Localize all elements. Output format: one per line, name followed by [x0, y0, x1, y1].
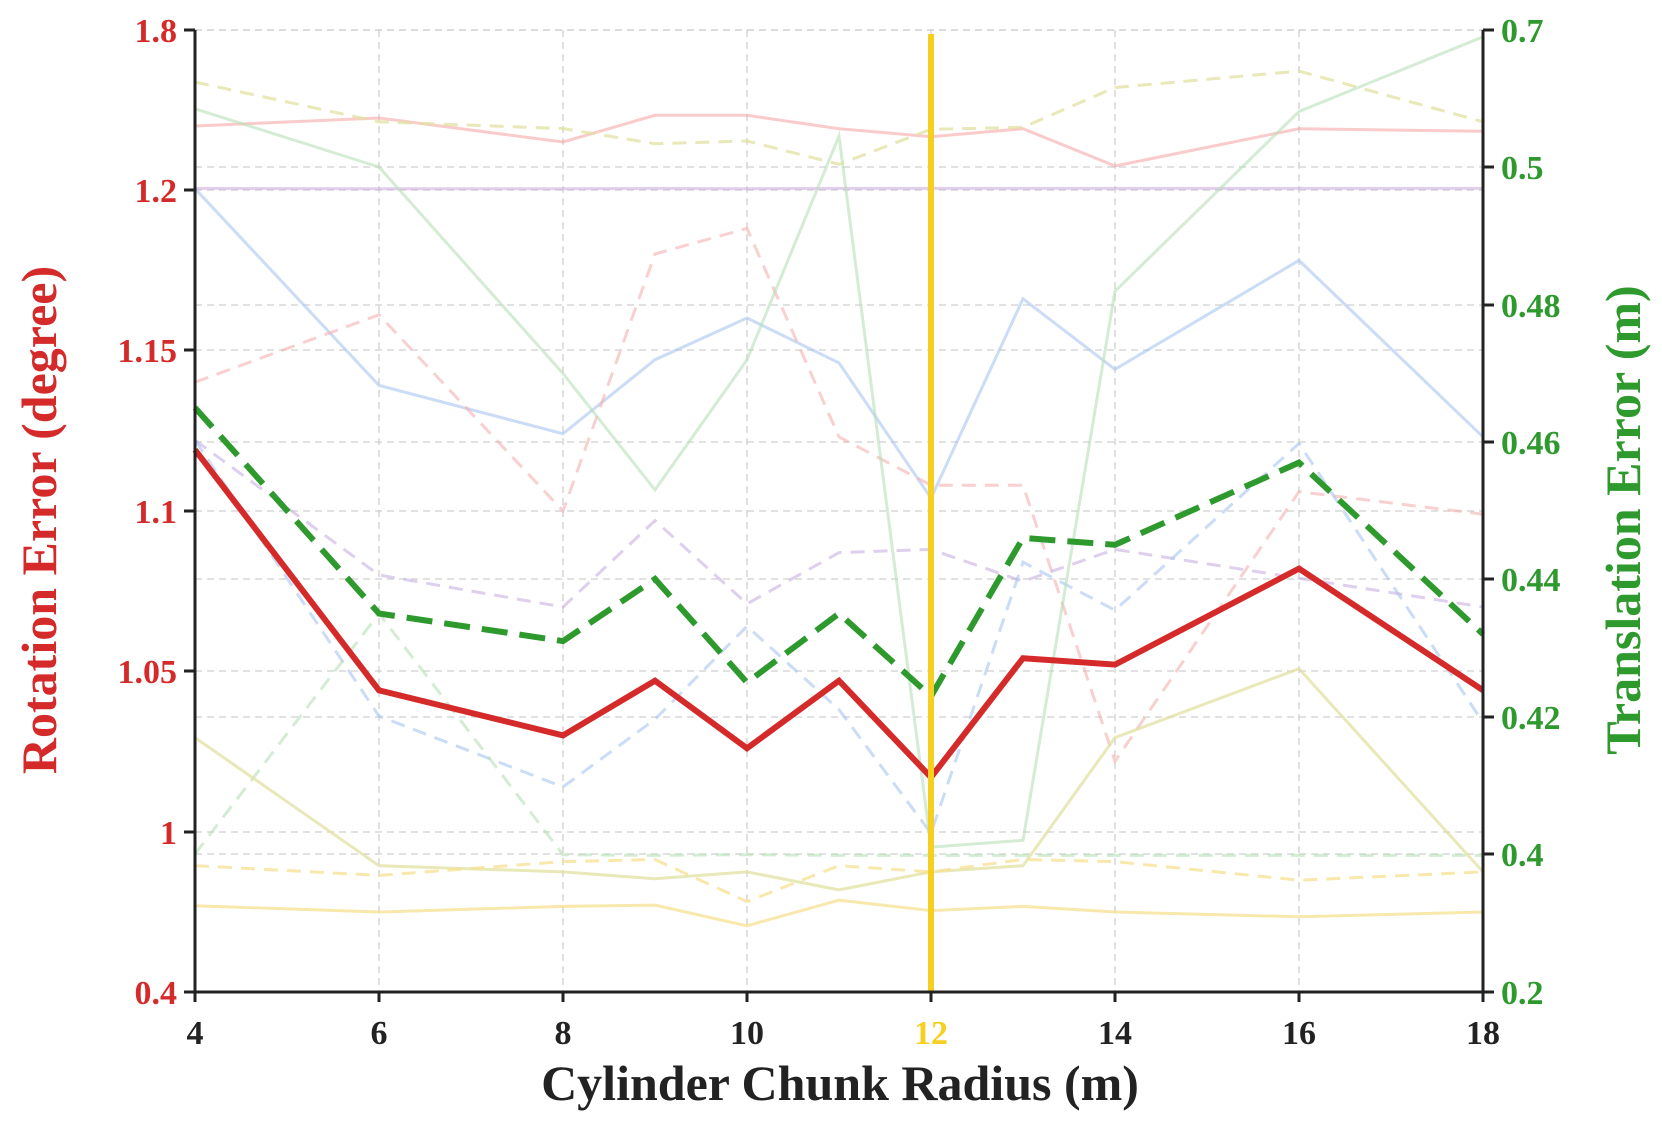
right-tick-label: 0.7 [1501, 13, 1544, 50]
x-tick-label: 12 [914, 1015, 948, 1052]
series-line-5 [194, 226, 1484, 765]
series-line-0 [192, 447, 1485, 782]
right-tick-label: 0.48 [1501, 288, 1561, 325]
x-tick-label: 4 [187, 1015, 204, 1052]
x-tick-label: 18 [1466, 1015, 1500, 1052]
left-tick-label: 1.1 [135, 494, 178, 531]
right-tick-label: 0.44 [1501, 562, 1561, 599]
right-tick-label: 0.4 [1501, 837, 1544, 874]
right-axis-title: Translation Error (m) [1595, 285, 1651, 754]
x-tick-label: 10 [730, 1015, 764, 1052]
grid [194, 29, 1484, 993]
tick-labels: 4 6 8 10 12 14 16 18 0.4 1 1.05 1.1 1.15 1.2 1.8 0.2 0.4… [118, 13, 1561, 1052]
left-axis-title: Rotation Error (degree) [11, 266, 67, 774]
series-line-10 [194, 69, 1484, 166]
right-tick-label: 0.2 [1501, 975, 1544, 1012]
left-tick-label: 1.05 [118, 654, 178, 691]
right-tick-label: 0.5 [1501, 150, 1544, 187]
x-tick-label: 8 [555, 1015, 572, 1052]
series-line-13 [194, 898, 1484, 928]
series-line-1 [192, 405, 1486, 702]
series-line-9 [193, 611, 1483, 857]
x-tick-label: 16 [1282, 1015, 1316, 1052]
series-line-12 [194, 857, 1484, 904]
series-line-6 [194, 438, 1484, 609]
series-line-7 [193, 439, 1485, 837]
left-tick-label: 1.2 [135, 173, 178, 210]
right-tick-label: 0.42 [1501, 700, 1561, 737]
left-tick-label: 1 [160, 815, 177, 852]
series-line-11 [194, 666, 1485, 892]
left-tick-label: 1.15 [118, 333, 178, 370]
x-axis-title: Cylinder Chunk Radius (m) [541, 1055, 1139, 1111]
series-line-8 [194, 35, 1484, 849]
x-tick-label: 6 [371, 1015, 388, 1052]
x-tick-label: 14 [1098, 1015, 1132, 1052]
series-line-2 [194, 113, 1484, 168]
series-group [192, 35, 1486, 928]
series-line-4 [193, 187, 1485, 502]
left-tick-label: 0.4 [135, 975, 178, 1012]
left-tick-label: 1.8 [135, 13, 178, 50]
right-tick-label: 0.46 [1501, 425, 1561, 462]
